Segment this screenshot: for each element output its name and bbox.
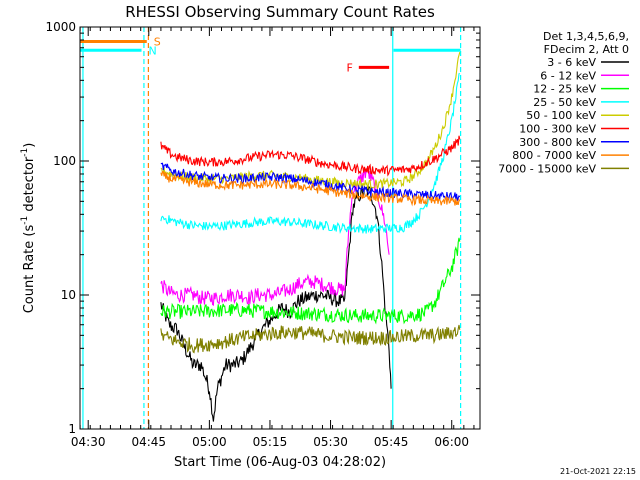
- legend-label-100-300-kev: 100 - 300 keV: [519, 123, 596, 136]
- series-line-300-800-kev: [160, 162, 461, 202]
- legend-label-3-6-kev: 3 - 6 keV: [547, 56, 596, 69]
- chart-title: RHESSI Observing Summary Count Rates: [125, 3, 435, 21]
- x-tick-label: 06:00: [434, 435, 469, 449]
- flag-label-S: S: [154, 35, 161, 48]
- footer-timestamp: 21-Oct-2021 22:15: [560, 467, 636, 476]
- legend-label-6-12-kev: 6 - 12 keV: [540, 69, 596, 82]
- x-tick-label: 05:45: [374, 435, 409, 449]
- series-line-25-50-kev: [160, 72, 460, 235]
- legend-label-25-50-kev: 25 - 50 keV: [533, 96, 596, 109]
- y-axis-label-mid: detector: [22, 156, 37, 216]
- x-tick-label: 04:30: [71, 435, 106, 449]
- legend-label-12-25-kev: 12 - 25 keV: [533, 83, 596, 96]
- series-line-6-12-kev: [160, 166, 390, 306]
- series-layer: [160, 51, 461, 422]
- legend-header-2: FDecim 2, Att 0: [544, 43, 629, 56]
- legend-header-1: Det 1,3,4,5,6,9,: [543, 30, 629, 43]
- legend: Det 1,3,4,5,6,9, FDecim 2, Att 0 3 - 6 k…: [498, 30, 629, 175]
- legend-label-7000-15000-kev: 7000 - 15000 keV: [498, 162, 596, 175]
- flag-label-N: N: [149, 44, 157, 57]
- vertical-markers: [82, 27, 462, 429]
- x-axis-label: Start Time (06-Aug-03 04:28:02): [174, 455, 386, 470]
- series-line-7000-15000-kev: [160, 324, 461, 354]
- y-axis-label-exp-2: -1: [20, 148, 30, 157]
- y-tick-label: 10: [61, 288, 76, 302]
- plot-frame: [79, 26, 481, 430]
- x-tick-label: 05:00: [192, 435, 227, 449]
- y-axis-label-prefix: Count Rate (s: [22, 225, 37, 314]
- series-line-12-25-kev: [160, 237, 461, 325]
- legend-label-50-100-kev: 50 - 100 keV: [526, 109, 596, 122]
- x-axis-ticks: 04:30 04:45 05:00 05:15 05:30 05:45 06:00: [71, 27, 475, 449]
- series-line-800-7000-kev: [160, 171, 461, 207]
- x-tick-label: 05:15: [253, 435, 288, 449]
- series-line-3-6-kev: [160, 185, 392, 422]
- y-axis-label-exp-1: -1: [20, 216, 30, 225]
- flag-bars: SN F: [80, 35, 461, 74]
- legend-label-300-800-kev: 300 - 800 keV: [519, 136, 596, 149]
- y-axis-label: Count Rate (s-1 detector-1): [20, 143, 37, 314]
- y-tick-label: 1000: [45, 20, 76, 34]
- legend-label-800-7000-kev: 800 - 7000 keV: [512, 149, 596, 162]
- series-line-100-300-kev: [160, 135, 461, 177]
- y-axis-label-suffix: ): [22, 143, 37, 148]
- x-tick-label: 05:30: [313, 435, 348, 449]
- y-tick-label: 100: [53, 154, 76, 168]
- flag-label-F: F: [346, 61, 352, 74]
- x-tick-label: 04:45: [131, 435, 166, 449]
- y-tick-label: 1: [68, 422, 76, 436]
- y-axis-ticks: 1 10 100 1000: [45, 20, 480, 436]
